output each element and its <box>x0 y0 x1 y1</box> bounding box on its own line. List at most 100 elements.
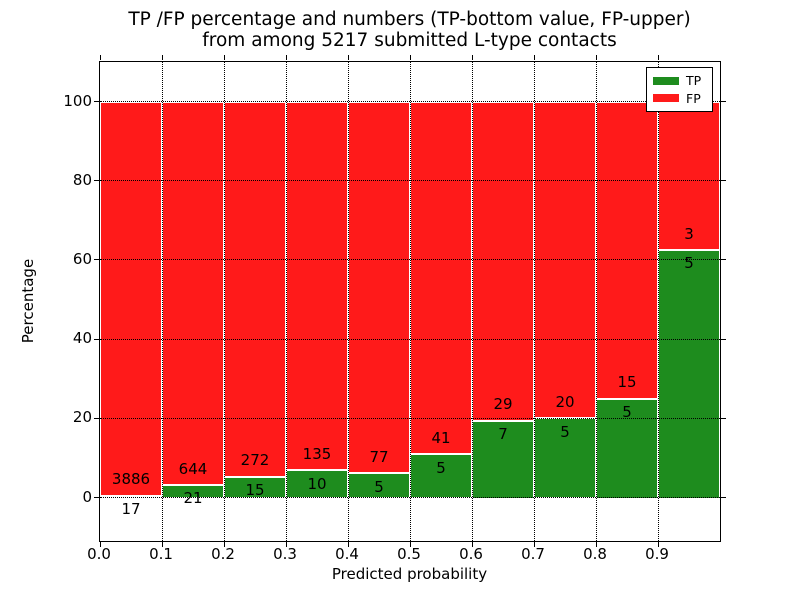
legend-swatch-fp <box>653 94 679 103</box>
gridline-vertical <box>533 62 535 541</box>
chart-title: TP /FP percentage and numbers (TP-bottom… <box>99 9 720 51</box>
y-tick-label: 40 <box>72 329 92 348</box>
y-tick-mark-right <box>721 180 726 182</box>
fp-count-label: 3886 <box>111 470 151 489</box>
y-tick-label: 60 <box>72 249 92 268</box>
x-tick-label: 0.8 <box>583 545 607 563</box>
x-tick-label: 0.0 <box>87 545 111 563</box>
x-tick-mark-bottom <box>595 542 597 547</box>
chart-title-line2: from among 5217 submitted L-type contact… <box>202 30 617 51</box>
x-tick-mark-bottom <box>471 542 473 547</box>
x-tick-label: 0.2 <box>211 545 235 563</box>
x-tick-mark-top <box>533 55 535 60</box>
bar-tp-segment <box>472 420 534 498</box>
bar-fp-segment <box>286 101 348 471</box>
x-tick-mark-top <box>471 55 473 60</box>
legend-label-tp: TP <box>686 73 702 89</box>
y-tick-mark-left <box>94 259 99 261</box>
x-tick-mark-top <box>285 55 287 60</box>
fp-count-label: 3 <box>684 224 694 243</box>
fp-count-label: 644 <box>178 459 208 478</box>
x-tick-mark-top <box>99 55 101 60</box>
tp-count-label: 21 <box>183 489 203 508</box>
gridline-vertical <box>471 62 473 541</box>
tp-count-label: 17 <box>121 500 141 519</box>
gridline-vertical <box>409 62 411 541</box>
x-tick-mark-top <box>657 55 659 60</box>
y-tick-mark-left <box>94 101 99 102</box>
y-tick-mark-left <box>94 180 99 182</box>
tp-count-label: 10 <box>307 474 327 493</box>
x-tick-label: 0.7 <box>521 545 545 563</box>
x-tick-mark-bottom <box>99 542 101 547</box>
tp-count-label: 15 <box>245 481 265 500</box>
bar-fp-segment <box>162 101 224 485</box>
tp-count-label: 5 <box>560 422 570 441</box>
x-tick-mark-top <box>161 55 163 60</box>
x-axis-label: Predicted probability <box>331 565 488 583</box>
gridline-vertical <box>223 62 225 541</box>
legend-label-fp: FP <box>686 90 701 106</box>
tp-count-label: 5 <box>436 458 446 477</box>
y-tick-mark-right <box>721 497 726 498</box>
plot-area: 3886 17 644 21 272 15 135 10 77 5 41 5 29 7 20 5 15 5 3 5 <box>94 55 726 547</box>
tp-count-label: 5 <box>374 477 384 496</box>
chart-title-line1: TP /FP percentage and numbers (TP-bottom… <box>128 9 691 30</box>
fp-count-label: 272 <box>240 451 270 470</box>
y-tick-label: 20 <box>72 408 92 427</box>
x-tick-label: 0.6 <box>459 545 483 563</box>
bar-tp-segment <box>658 250 720 498</box>
y-tick-mark-left <box>94 338 99 340</box>
x-tick-mark-bottom <box>161 542 163 547</box>
fp-count-label: 20 <box>555 392 575 411</box>
x-tick-mark-bottom <box>223 542 225 547</box>
legend-swatch-tp <box>653 76 679 85</box>
y-tick-label: 100 <box>63 91 92 110</box>
bar-fp-segment <box>410 101 472 455</box>
y-axis-label: Percentage <box>19 258 37 344</box>
x-tick-mark-top <box>223 55 225 60</box>
gridline-vertical <box>595 62 597 541</box>
x-tick-label: 0.5 <box>397 545 421 563</box>
gridline-vertical <box>161 62 163 541</box>
tp-count-label: 5 <box>622 402 632 421</box>
bar-tp-segment <box>410 454 472 498</box>
fp-count-label: 15 <box>617 373 637 392</box>
fp-count-label: 29 <box>493 395 513 414</box>
fp-count-label: 77 <box>369 448 389 466</box>
y-tick-label: 80 <box>72 170 92 189</box>
y-tick-mark-left <box>94 417 99 419</box>
gridline-vertical <box>285 62 287 541</box>
gridline-vertical <box>657 62 659 541</box>
fp-count-label: 135 <box>302 444 332 463</box>
y-tick-label: 0 <box>82 487 92 506</box>
x-tick-mark-bottom <box>285 542 287 547</box>
bar-fp-segment <box>596 101 658 399</box>
bar-fp-segment <box>100 101 162 496</box>
x-tick-mark-top <box>595 55 597 60</box>
x-tick-mark-top <box>409 55 411 60</box>
bar-fp-segment <box>658 101 720 250</box>
y-tick-mark-right <box>721 338 726 340</box>
x-tick-label: 0.3 <box>273 545 297 563</box>
bar-tp-segment <box>348 473 410 498</box>
fp-count-label: 41 <box>431 429 451 448</box>
x-tick-mark-top <box>347 55 349 60</box>
y-tick-mark-right <box>721 259 726 261</box>
bar-fp-segment <box>472 101 534 421</box>
x-tick-label: 0.1 <box>149 545 173 563</box>
x-tick-mark-bottom <box>657 542 659 547</box>
y-tick-mark-right <box>721 417 726 419</box>
tp-count-label: 5 <box>684 254 694 273</box>
x-tick-label: 0.9 <box>645 545 669 563</box>
legend-row: TP <box>647 74 712 87</box>
y-tick-mark-left <box>94 497 99 498</box>
x-tick-mark-bottom <box>409 542 411 547</box>
legend: TP FP <box>646 67 713 112</box>
x-tick-mark-bottom <box>347 542 349 547</box>
gridline-vertical <box>347 62 349 541</box>
legend-row: FP <box>647 92 712 105</box>
tp-count-label: 7 <box>498 424 508 443</box>
bar-fp-segment <box>224 101 286 477</box>
